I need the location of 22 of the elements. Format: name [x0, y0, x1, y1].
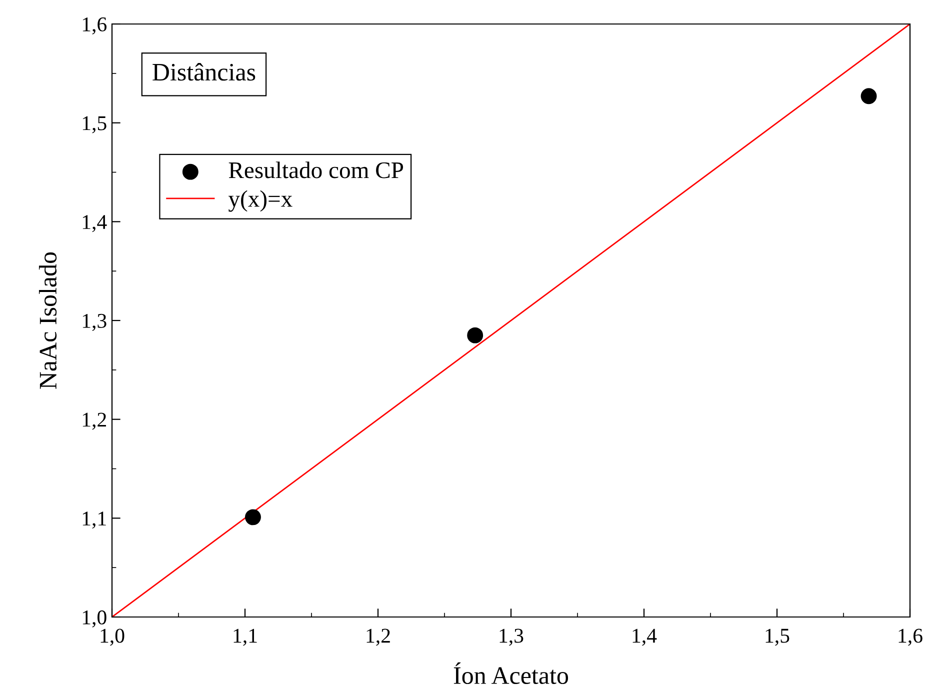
x-tick-label: 1,1 [234, 628, 257, 646]
x-tick-label: 1,2 [366, 628, 390, 646]
y-axis-title: NaAc Isolado [38, 252, 57, 389]
y-tick-label: 1,1 [82, 512, 106, 529]
x-tick-label: 1,6 [898, 628, 922, 646]
y-tick-label: 1,6 [82, 17, 107, 34]
y-tick-label: 1,5 [82, 116, 106, 134]
x-tick-label: 1,3 [500, 628, 524, 646]
annotation: Distâncias [152, 63, 256, 81]
x-tick-label: 1,0 [100, 628, 124, 646]
x-tick-label: 1,4 [632, 628, 657, 646]
point [245, 509, 261, 526]
y-tick-label: 1,0 [82, 610, 106, 628]
y-tick-label: 1,4 [82, 215, 107, 232]
point [467, 327, 484, 344]
y-tick-label: 1,3 [82, 314, 106, 331]
legend-label: Resultado com CP [228, 162, 404, 178]
x-axis-title: Íon Acetato [454, 662, 568, 684]
y-tick-label: 1,2 [82, 412, 106, 430]
point [860, 88, 877, 104]
x-tick-label: 1,5 [766, 628, 790, 646]
legend-label: y(x)=x [228, 190, 292, 212]
